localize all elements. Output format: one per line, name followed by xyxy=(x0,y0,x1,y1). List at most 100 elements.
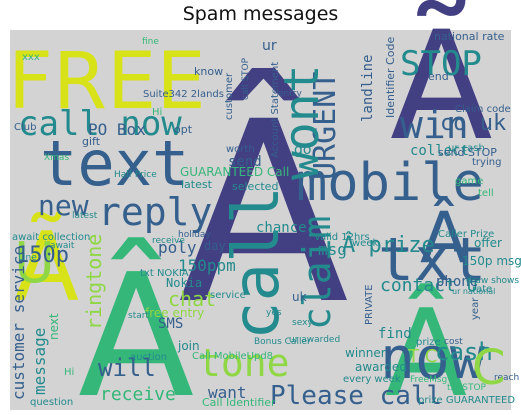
word-offer: offer xyxy=(474,236,502,250)
word-latest-2: latest xyxy=(72,211,98,221)
word-win: win xyxy=(400,103,469,147)
word-new: new xyxy=(38,189,89,222)
word-landline: landline xyxy=(360,55,376,122)
word-gift: gift xyxy=(82,135,101,148)
word-send: send xyxy=(228,154,262,170)
word-half-price: Half Price xyxy=(114,170,157,180)
word-prize-guaranteed: prize GUARANTEED xyxy=(418,395,515,406)
word-find: find xyxy=(378,326,412,342)
word-claim-code: Claim code xyxy=(455,104,511,115)
word-ur-cash: ur cash xyxy=(448,143,485,154)
word-text: text xyxy=(40,127,189,200)
word-a-hat-bottom-right: Â xyxy=(385,284,467,415)
word-a-tilde-top-right: Ã xyxy=(390,0,493,174)
word-free-entry: free entry xyxy=(145,306,204,320)
word-hi-2: Hi xyxy=(152,107,162,118)
word-end: end xyxy=(428,70,449,83)
word-txt-nokia: txt NOKIA xyxy=(140,268,189,279)
word-cash: cash xyxy=(435,338,493,366)
word-await: await xyxy=(50,241,75,251)
word-call-identifier: Call Identifier xyxy=(202,396,276,409)
word-sexy: sexy xyxy=(292,318,313,328)
word-ur-national: ur national xyxy=(452,287,495,296)
word-phone: phone xyxy=(436,274,478,290)
word-contact-u: contact U xyxy=(380,275,478,296)
word-urgent: URGENT xyxy=(308,72,343,180)
word-collect: collect xyxy=(410,143,469,159)
word-msg: msg xyxy=(318,240,347,259)
word-now: now xyxy=(380,324,485,392)
word-call-now: call now xyxy=(18,104,182,144)
word-want: want xyxy=(208,383,247,402)
word-a-prize: Â prize xyxy=(342,232,435,258)
word-game: game xyxy=(455,176,483,187)
word-day: day xyxy=(204,239,226,253)
word-auction: auction xyxy=(130,352,167,363)
word-latest: latest xyxy=(181,178,213,191)
word-winner: winner xyxy=(345,346,386,360)
word-valid-12hrs: Valid 12hrs xyxy=(314,232,370,243)
word-txt: txt xyxy=(378,225,486,295)
word-xmas: Xmas xyxy=(44,153,69,163)
word-go: go xyxy=(294,142,311,158)
word-worth: worth xyxy=(226,144,255,155)
word-cost: cost xyxy=(444,337,463,347)
word-national-rate: national rate xyxy=(434,30,505,43)
word-await-collection: await collection xyxy=(12,232,90,243)
word-awarded: awarded xyxy=(355,360,407,374)
word-chance: chance xyxy=(256,220,307,236)
word-co-uk: co uk xyxy=(440,111,506,136)
word-freemsg: FreeMsg xyxy=(410,375,447,385)
word-week: week xyxy=(352,238,378,249)
word-rate: rate xyxy=(472,284,492,295)
word-draw-shows: draw shows xyxy=(466,276,519,286)
word-fine: fine xyxy=(142,37,159,47)
word-a-hat-right: Â xyxy=(420,197,468,279)
word-selected: selected xyxy=(232,180,278,193)
word-wont: wont xyxy=(274,64,330,180)
word-yes: yes xyxy=(266,308,282,318)
word-trying: trying xyxy=(472,157,501,168)
word-join: join xyxy=(177,339,200,353)
word-suite342: Suite342 2lands xyxy=(143,89,224,100)
word-po-box: PO Box xyxy=(88,120,146,139)
word-150p: 150p xyxy=(16,243,69,268)
word-mobile: mobile xyxy=(296,153,484,213)
chart-title: Spam messages xyxy=(182,3,339,25)
word-caller-prize: Caller Prize xyxy=(438,229,494,240)
word-call-vertical: call xyxy=(220,186,294,340)
word-line: Line xyxy=(18,253,37,263)
word-a-hat-bottom-left: Â xyxy=(78,237,194,415)
word-ringtone: ringtone xyxy=(82,234,106,330)
word-guaranteed-call: GUARANTEED Call xyxy=(180,165,289,179)
word-will: will xyxy=(98,354,156,382)
word-a-hat-center: Â xyxy=(178,67,349,359)
word-sms: SMS xyxy=(158,316,183,332)
word-customer-service: customer service xyxy=(9,246,28,400)
word-receive-2: receive xyxy=(152,236,185,246)
word-reply: reply xyxy=(98,190,212,234)
word-send-stop: send STOP xyxy=(438,146,497,159)
word-holiday: holiday xyxy=(178,230,211,240)
word-c-char: C xyxy=(472,340,506,396)
word-every-week: every week xyxy=(343,374,401,385)
word-xxx: xxx xyxy=(22,52,40,63)
word-150p-msg: 150p msg xyxy=(462,254,521,268)
word-cloud-background xyxy=(10,30,511,410)
word-150ppm: 150ppm xyxy=(178,256,236,275)
word-claim: claim xyxy=(295,216,339,330)
word-start: start xyxy=(128,311,149,321)
word-year: year xyxy=(470,297,481,320)
word-free: FREE xyxy=(8,37,206,127)
word-identifier-code: Identifier Code xyxy=(384,37,397,118)
word-uk: uk xyxy=(292,290,307,304)
word-question: question xyxy=(30,397,73,408)
word-hi: Hi xyxy=(64,367,74,378)
word-nokia: Nokia xyxy=(166,276,202,290)
word-private: PRIVATE xyxy=(364,284,375,325)
word-prize-2: prize xyxy=(416,337,441,348)
word-call-mobileupd8: Call MobileUpd8 xyxy=(192,351,273,362)
word-tone: tone xyxy=(198,341,290,385)
